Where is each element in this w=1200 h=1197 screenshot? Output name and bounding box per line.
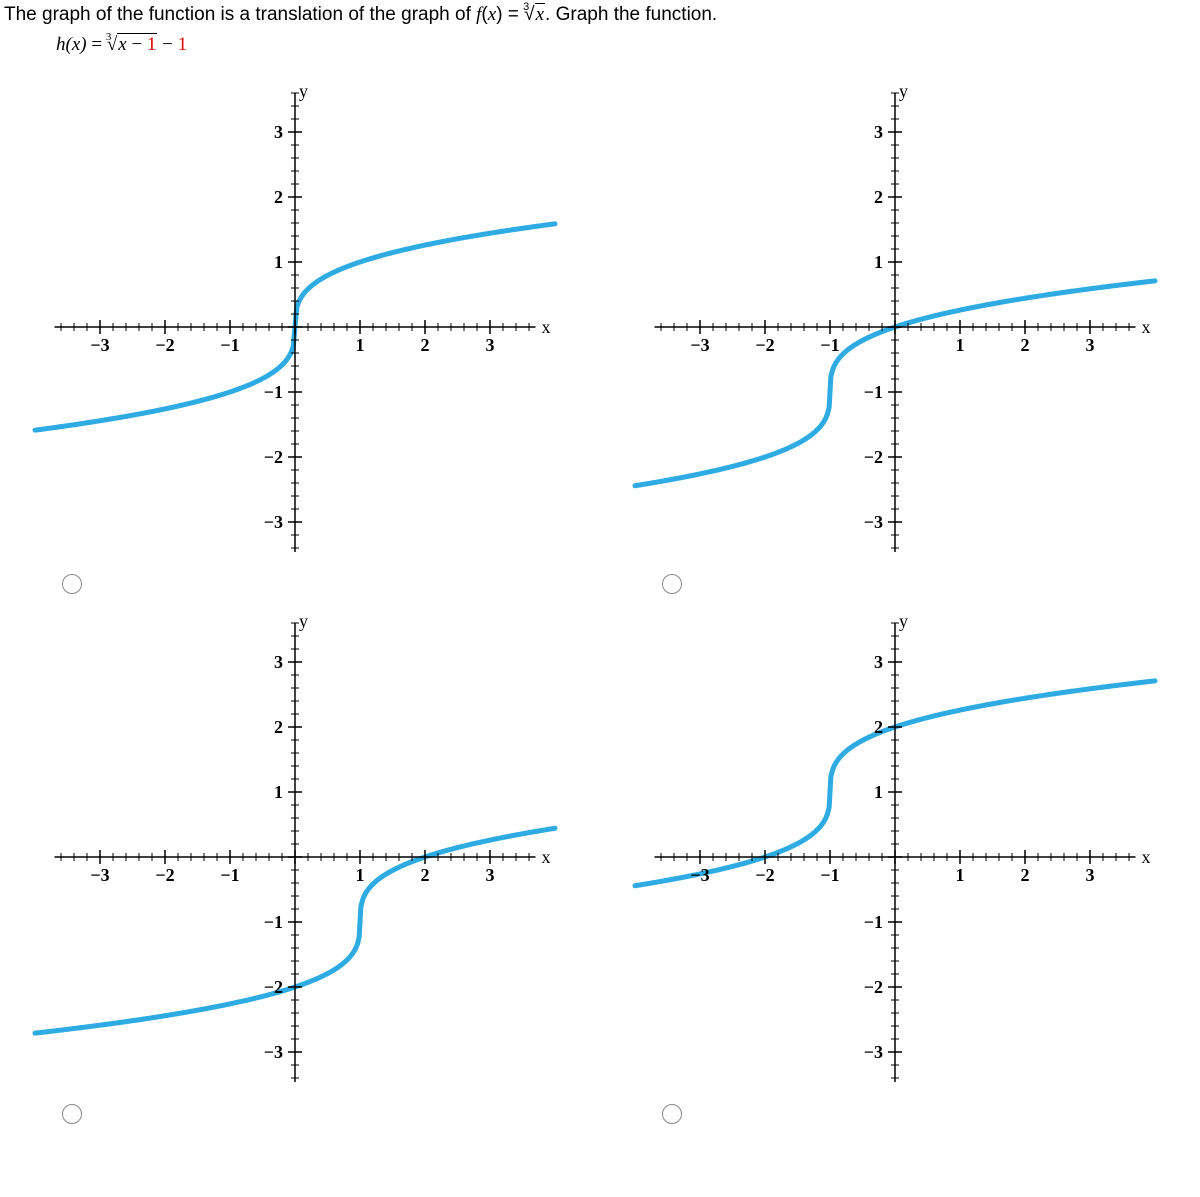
y-tick-label: −2 [264,447,283,467]
y-tick-label: −1 [864,912,883,932]
h-trail-minus: − [157,34,177,55]
root-degree: 3 [523,1,529,13]
answer-option[interactable]: −3 −3 −2 −2 −1 −1 1 1 2 2 3 3 y x [0,602,600,1132]
x-tick-label: −2 [755,865,774,885]
y-tick-label: 3 [274,122,283,142]
f-arg: x [488,4,496,25]
y-tick-label: −2 [864,977,883,997]
x-tick-label: −1 [820,335,839,355]
h-trail-const: 1 [178,34,188,55]
y-tick-label: −3 [864,1042,883,1062]
root-expr: 3 √x [524,4,545,26]
y-tick-label: 1 [274,782,283,802]
h-radicand-minus: − [127,34,147,55]
y-tick-label: −1 [264,382,283,402]
h-root-degree: 3 [106,31,112,43]
x-tick-label: 3 [486,865,495,885]
x-tick-label: 2 [1021,335,1030,355]
h-root: 3 √x − 1 [107,34,158,56]
y-tick-label: 2 [874,187,883,207]
x-tick-label: −1 [820,865,839,885]
y-tick-label: 3 [274,652,283,672]
y-tick-label: −1 [864,382,883,402]
x-tick-label: −2 [755,335,774,355]
chart: −3 −3 −2 −2 −1 −1 1 1 2 2 3 3 y x [0,72,560,552]
f-name: f [476,4,481,25]
y-tick-label: 3 [874,652,883,672]
equation: h(x) = 3 √x − 1 − 1 [0,34,1200,56]
y-tick-label: 1 [874,252,883,272]
question-prefix: The graph of the function is a translati… [4,4,476,25]
y-tick-label: −3 [264,1042,283,1062]
x-tick-label: 1 [956,335,965,355]
x-tick-label: −2 [155,865,174,885]
y-tick-label: −3 [864,512,883,532]
y-tick-label: −2 [264,977,283,997]
x-tick-label: −3 [90,865,109,885]
option-radio[interactable] [62,574,82,594]
h-radicand-const: 1 [147,34,157,55]
y-axis-label: y [899,611,908,631]
y-axis-label: y [299,81,308,101]
question-suffix: . Graph the function. [545,4,717,25]
y-axis-label: y [299,611,308,631]
answer-option[interactable]: −3 −3 −2 −2 −1 −1 1 1 2 2 3 3 y x [600,72,1200,602]
x-tick-label: 2 [421,335,430,355]
x-tick-label: −1 [220,335,239,355]
x-tick-label: 2 [421,865,430,885]
option-radio[interactable] [662,1104,682,1124]
y-tick-label: 2 [274,717,283,737]
h-name: h [56,34,66,55]
x-tick-label: −1 [220,865,239,885]
y-tick-label: 3 [874,122,883,142]
x-tick-label: −3 [90,335,109,355]
x-tick-label: 3 [1086,865,1095,885]
x-tick-label: −3 [690,865,709,885]
answer-option[interactable]: −3 −3 −2 −2 −1 −1 1 1 2 2 3 3 y x [0,72,600,602]
x-tick-label: 1 [356,865,365,885]
x-axis-label: x [1142,847,1151,867]
x-axis-label: x [1142,317,1151,337]
x-tick-label: 3 [486,335,495,355]
radicand: x [536,4,544,25]
y-axis-label: y [899,81,908,101]
question-text: The graph of the function is a translati… [0,0,1200,34]
y-tick-label: 2 [274,187,283,207]
x-tick-label: 3 [1086,335,1095,355]
x-tick-label: 1 [356,335,365,355]
chart: −3 −3 −2 −2 −1 −1 1 1 2 2 3 3 y x [600,72,1160,552]
x-tick-label: −2 [155,335,174,355]
y-tick-label: 1 [874,782,883,802]
y-tick-label: −3 [264,512,283,532]
x-tick-label: 2 [1021,865,1030,885]
y-tick-label: −1 [264,912,283,932]
x-tick-label: 1 [956,865,965,885]
option-radio[interactable] [662,574,682,594]
chart: −3 −3 −2 −2 −1 −1 1 1 2 2 3 3 y x [600,602,1160,1082]
answer-grid: −3 −3 −2 −2 −1 −1 1 1 2 2 3 3 y x −3 −3 −2 −2 −1 −1 1 1 2 2 3 3 y x… [0,72,1200,1132]
y-tick-label: 1 [274,252,283,272]
y-tick-label: −2 [864,447,883,467]
answer-option[interactable]: −3 −3 −2 −2 −1 −1 1 1 2 2 3 3 y x [600,602,1200,1132]
h-arg: x [72,34,80,55]
h-radicand-var: x [118,34,126,55]
y-tick-label: 2 [874,717,883,737]
x-axis-label: x [542,847,551,867]
option-radio[interactable] [62,1104,82,1124]
x-axis-label: x [542,317,551,337]
x-tick-label: −3 [690,335,709,355]
chart: −3 −3 −2 −2 −1 −1 1 1 2 2 3 3 y x [0,602,560,1082]
